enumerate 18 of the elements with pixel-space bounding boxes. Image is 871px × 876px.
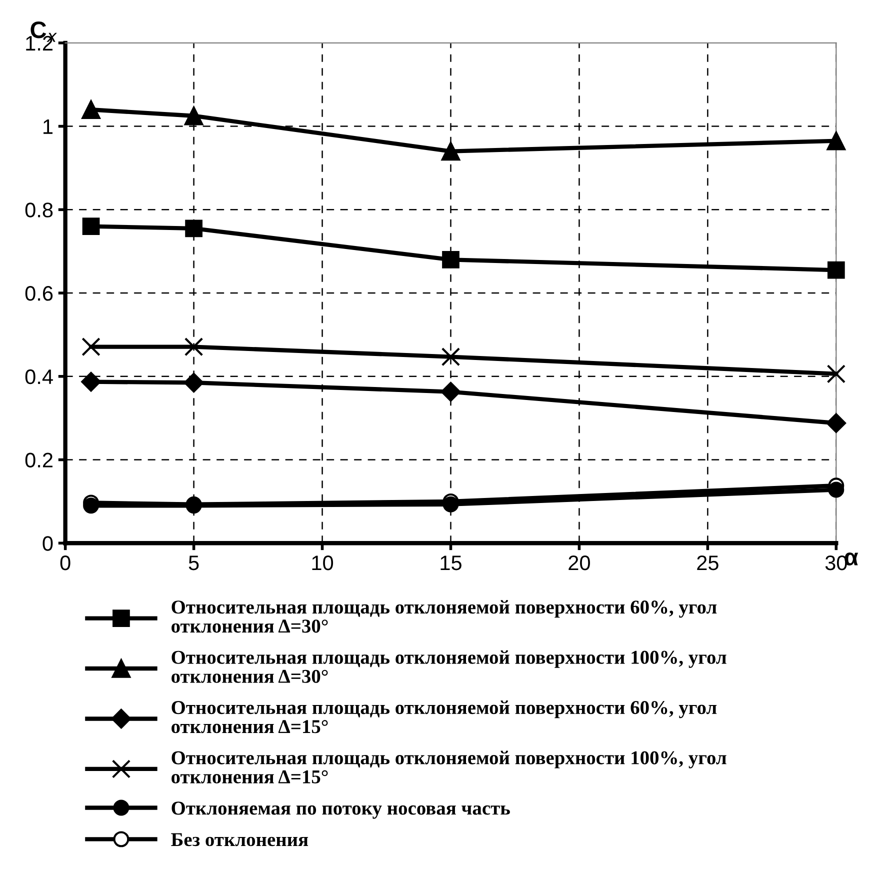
legend-label: Относительная площадь отклоняемой поверхности 100%, угол отклонения Δ=30° xyxy=(172,650,726,683)
y-tick-label: 1 xyxy=(44,120,53,134)
y-tick-label: 0.4 xyxy=(25,369,53,384)
y-tick-label: 0.8 xyxy=(25,202,53,218)
x-tick-label: 20 xyxy=(568,555,590,570)
legend-label: Без отклонения xyxy=(171,833,308,846)
y-tick-label: 0 xyxy=(42,536,53,551)
y-tick-label: 0.2 xyxy=(25,452,52,468)
legend-label: Относительная площадь отклоняемой поверхности 60%, угол отклонения Δ=30° xyxy=(172,600,717,633)
legend-label: Отклоняемая по потоку носовая часть xyxy=(172,802,510,819)
x-tick-label: 10 xyxy=(312,555,334,570)
legend-label: Относительная площадь отклоняемой поверхности 100%, угол отклонения Δ=15° xyxy=(172,750,726,784)
legend-label: Относительная площадь отклоняемой поверхности 60%, угол отклонения Δ=15° xyxy=(172,700,717,734)
x-tick-label: 15 xyxy=(440,556,462,570)
x-tick-label: 5 xyxy=(188,556,199,570)
x-tick-label: 25 xyxy=(697,555,718,570)
x-tick-label: 0 xyxy=(60,555,70,570)
y-tick-label: 0.6 xyxy=(25,286,53,301)
